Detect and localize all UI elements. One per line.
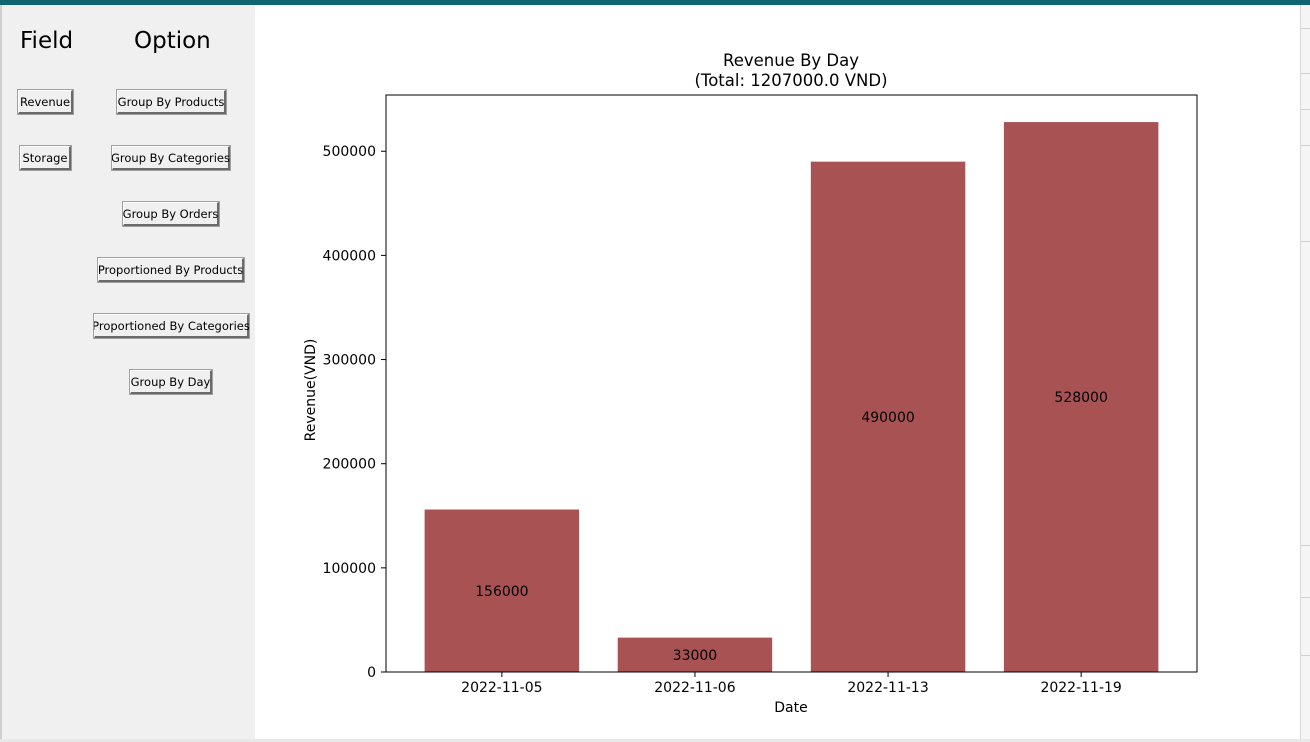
bar-2022-11-06 <box>617 637 773 672</box>
background-window-bottom <box>0 739 1310 742</box>
y-axis: 0 100000 200000 300000 400000 500000 <box>323 144 386 681</box>
x-tick-label: 2022-11-19 <box>1040 680 1121 696</box>
x-tick-label: 2022-11-05 <box>461 680 542 696</box>
y-tick-label: 500000 <box>323 144 376 160</box>
group-by-products-button[interactable]: Group By Products <box>116 89 227 115</box>
x-tick-label: 2022-11-06 <box>654 680 735 696</box>
revenue-chart: Revenue By Day (Total: 1207000.0 VND) 15… <box>255 5 1300 739</box>
revenue-chart-svg: Revenue By Day (Total: 1207000.0 VND) 15… <box>303 51 1198 716</box>
y-tick-label: 100000 <box>323 561 376 577</box>
y-tick-label: 200000 <box>323 457 376 473</box>
revenue-button[interactable]: Revenue <box>17 89 74 115</box>
y-tick-label: 300000 <box>323 353 376 369</box>
plot-frame <box>385 94 1198 673</box>
bar-value-label: 528000 <box>1054 390 1107 406</box>
y-tick-label: 0 <box>367 665 376 681</box>
group-by-day-button[interactable]: Group By Day <box>129 369 213 395</box>
bar-2022-11-19 <box>1003 122 1159 673</box>
proportioned-by-categories-button[interactable]: Proportioned By Categories <box>92 313 250 339</box>
control-panel: Field Option Revenue Storage Group By Pr… <box>2 5 255 739</box>
group-by-categories-button[interactable]: Group By Categories <box>111 145 231 171</box>
x-axis-label: Date <box>774 700 807 716</box>
bar-2022-11-05 <box>424 509 580 672</box>
bar-value-label: 490000 <box>861 410 914 426</box>
chart-subtitle: (Total: 1207000.0 VND) <box>694 71 887 90</box>
x-axis: 2022-11-05 2022-11-06 2022-11-13 2022-11-19 <box>461 672 1122 696</box>
background-window-edge <box>1300 5 1310 742</box>
y-axis-label: Revenue(VND) <box>303 339 319 442</box>
bar-value-label: 33000 <box>673 648 718 664</box>
bars-layer: 156000 33000 490000 528000 <box>424 122 1159 673</box>
group-by-orders-button[interactable]: Group By Orders <box>122 201 220 227</box>
option-header: Option <box>134 28 211 54</box>
bar-value-label: 156000 <box>475 584 528 600</box>
window-left-border <box>0 5 2 739</box>
y-tick-label: 400000 <box>323 248 376 264</box>
field-header: Field <box>20 28 74 54</box>
chart-title: Revenue By Day <box>723 51 859 70</box>
x-tick-label: 2022-11-13 <box>847 680 928 696</box>
proportioned-by-products-button[interactable]: Proportioned By Products <box>97 257 245 283</box>
bar-2022-11-13 <box>810 161 966 672</box>
storage-button[interactable]: Storage <box>19 145 72 171</box>
window-title-bar <box>0 0 1310 5</box>
